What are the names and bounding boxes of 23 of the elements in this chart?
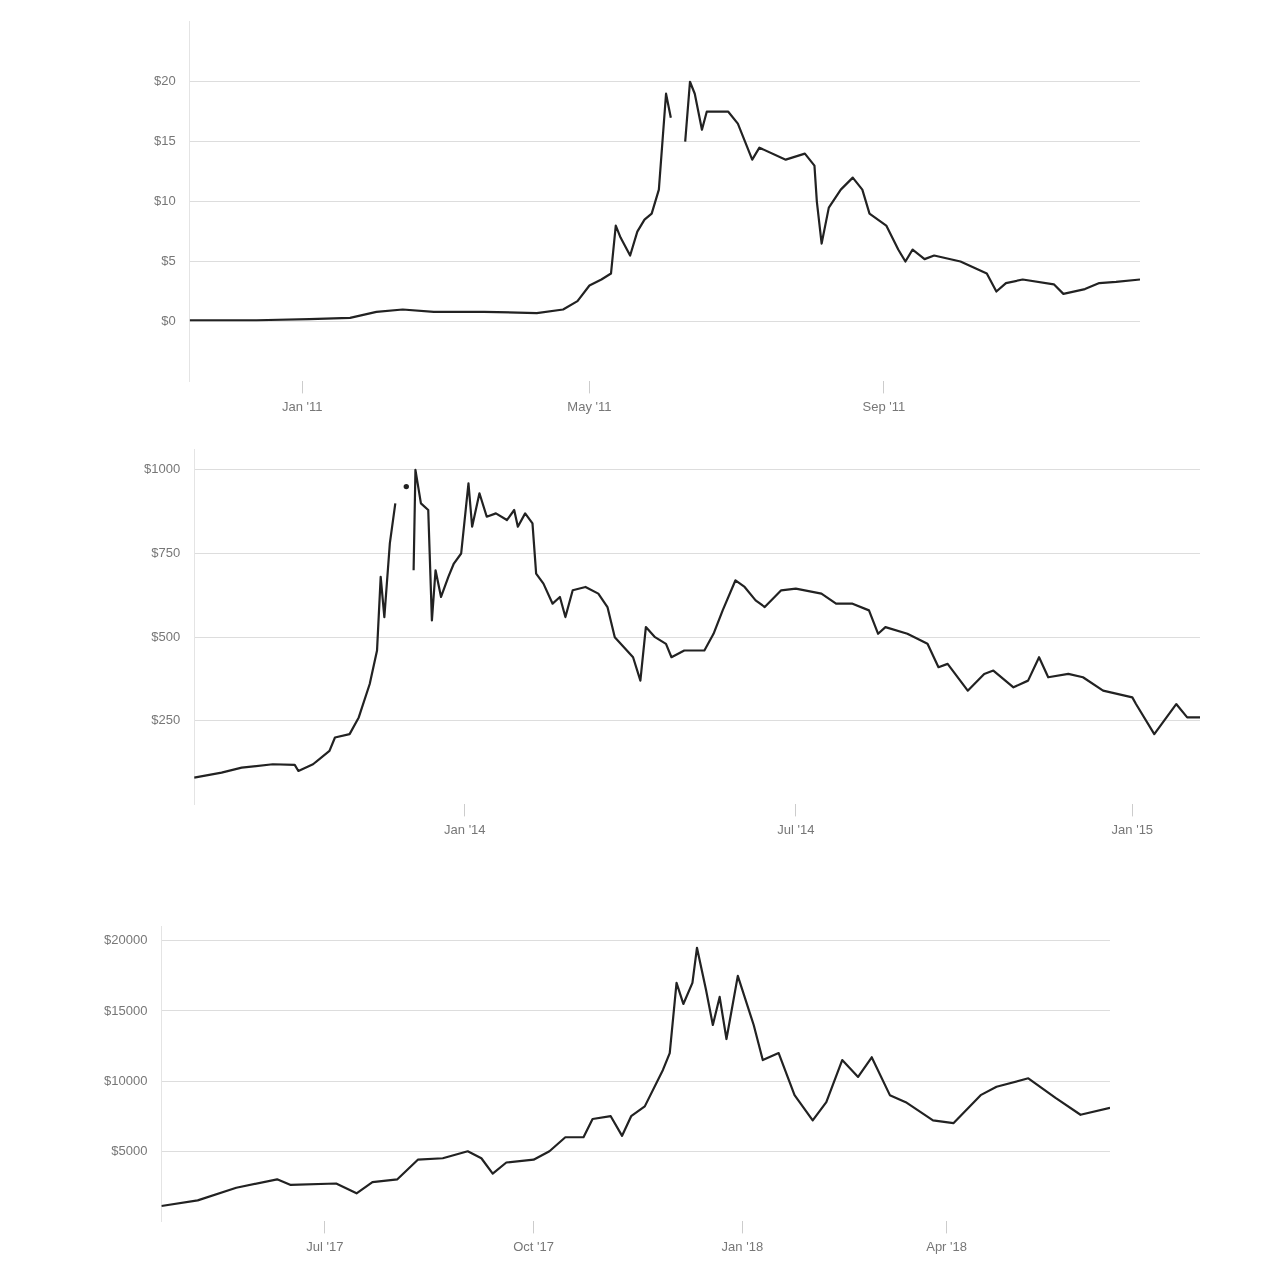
x-tick-label: Jan '15 bbox=[1111, 821, 1154, 837]
x-tick-label: May '11 bbox=[567, 398, 612, 414]
x-tick-label: Sep '11 bbox=[862, 398, 906, 414]
y-tick-label: $20 bbox=[153, 73, 176, 89]
y-tick-label: $10000 bbox=[103, 1072, 148, 1088]
x-tick-label: Jan '11 bbox=[281, 398, 323, 414]
x-tick-label: Apr '18 bbox=[926, 1238, 967, 1254]
y-tick-label: $1000 bbox=[143, 461, 181, 477]
x-tick-label: Jan '14 bbox=[444, 821, 486, 837]
y-tick-label: $15 bbox=[153, 133, 176, 149]
y-tick-label: $15000 bbox=[103, 1002, 148, 1018]
y-tick-label: $750 bbox=[151, 545, 181, 561]
y-tick-label: $250 bbox=[151, 712, 181, 728]
y-tick-label: $20000 bbox=[103, 932, 148, 948]
y-tick-label: $0 bbox=[161, 313, 176, 329]
x-tick-label: Oct '17 bbox=[513, 1238, 554, 1254]
y-tick-label: $5000 bbox=[111, 1142, 148, 1158]
x-tick-label: Jan '18 bbox=[721, 1238, 764, 1254]
y-tick-label: $10 bbox=[153, 193, 176, 209]
x-tick-label: Jul '14 bbox=[777, 821, 815, 837]
y-tick-label: $5 bbox=[161, 253, 176, 269]
x-tick-label: Jul '17 bbox=[306, 1238, 344, 1254]
y-tick-label: $500 bbox=[151, 628, 181, 644]
